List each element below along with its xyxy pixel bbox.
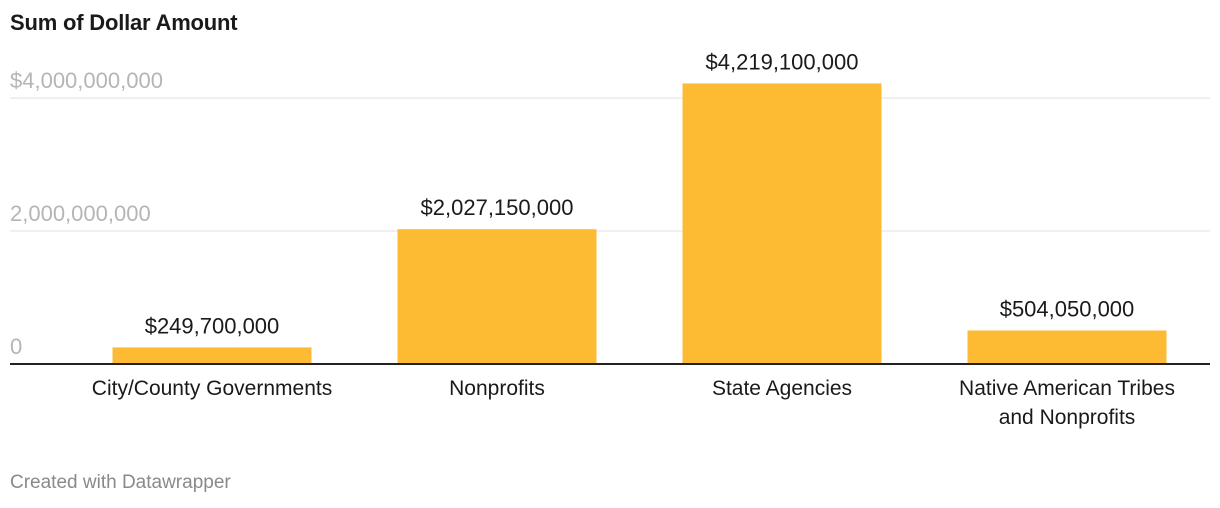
y-tick-label: 2,000,000,000 [10, 201, 151, 226]
category-label: Nonprofits [449, 377, 545, 400]
bar-value-label: $249,700,000 [145, 313, 280, 338]
chart-title: Sum of Dollar Amount [10, 10, 238, 35]
bar-value-label: $504,050,000 [1000, 296, 1135, 321]
category-label: State Agencies [712, 377, 852, 400]
bar [967, 330, 1167, 364]
y-tick-label: 0 [10, 334, 22, 359]
category-label: City/County Governments [92, 377, 332, 400]
category-label: Native American Tribes and Nonprofits [959, 377, 1175, 429]
bar [397, 229, 597, 364]
y-tick-label: $4,000,000,000 [10, 68, 163, 93]
bar-value-label: $4,219,100,000 [706, 49, 859, 74]
footer-credit: Created with Datawrapper [10, 472, 231, 493]
bar [682, 83, 882, 365]
bar-chart: 0 2,000,000,000 $4,000,000,000 $249,700,000… [10, 49, 1210, 429]
bar [112, 347, 312, 364]
bar-value-label: $2,027,150,000 [421, 195, 574, 220]
